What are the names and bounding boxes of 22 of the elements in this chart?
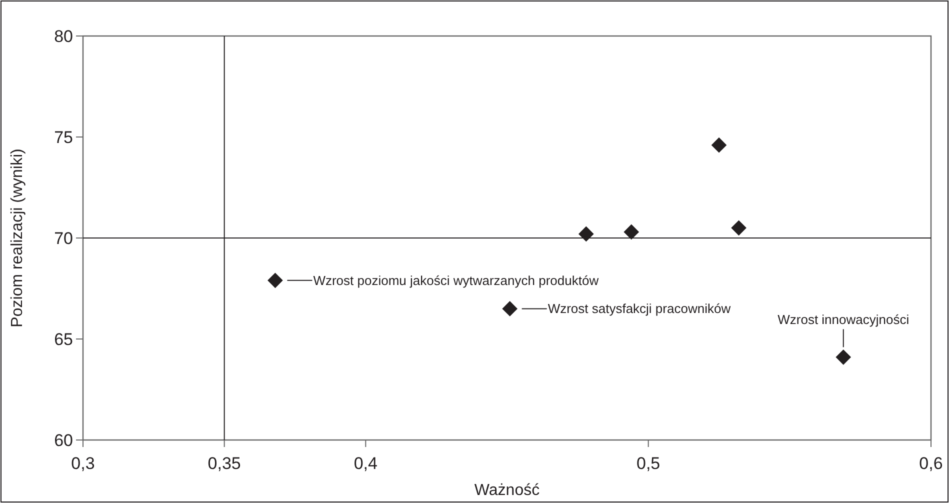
point: [711, 137, 727, 153]
y-axis-title: Poziom realizacji (wyniki): [9, 148, 26, 328]
annotation: Wzrost satysfakcji pracowników: [548, 301, 732, 316]
annotation: Wzrost innowacyjności: [778, 312, 910, 328]
point: [502, 301, 518, 316]
point: [578, 226, 594, 242]
point: [836, 350, 852, 365]
point: [731, 220, 746, 236]
x-tick-label: 0,4: [354, 454, 378, 473]
x-tick-label: 0,35: [208, 454, 241, 473]
point: [268, 272, 283, 288]
x-tick-label: 0,3: [71, 454, 95, 473]
x-tick-label: 0,5: [636, 454, 660, 473]
y-tick-label: 75: [54, 128, 73, 147]
annotation: Wzrost poziomu jakości wytwarzanych produktów: [313, 272, 600, 288]
y-tick-label: 80: [54, 27, 73, 46]
y-tick-label: 65: [54, 330, 73, 349]
point: [624, 224, 640, 240]
y-tick-label: 60: [54, 431, 73, 450]
x-axis-title: Ważność: [474, 482, 540, 499]
y-tick-label: 70: [54, 229, 73, 248]
x-tick-label: 0,6: [919, 454, 943, 473]
